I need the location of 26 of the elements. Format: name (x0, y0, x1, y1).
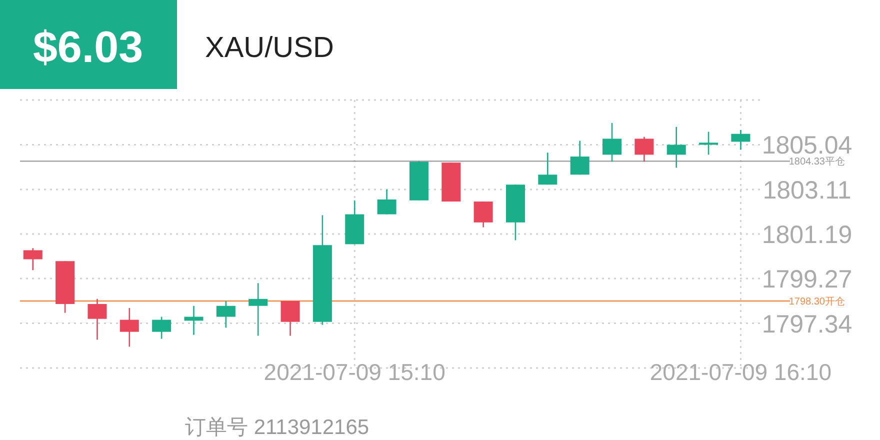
candlestick (377, 188, 396, 215)
y-tick-label: 1797.34 (762, 310, 852, 338)
candlestick (88, 298, 107, 340)
y-tick-label: 1801.19 (762, 221, 852, 249)
candlestick (731, 129, 750, 150)
chart-subtitle: $6.03 (32, 23, 144, 72)
candlestick (634, 136, 654, 162)
chart-title: XAU/USD (205, 32, 334, 64)
candlestick (538, 152, 558, 186)
candlestick (474, 200, 493, 228)
candlestick (23, 247, 42, 271)
candlestick (216, 300, 236, 328)
candlestick (248, 282, 268, 336)
candlestick (602, 122, 622, 162)
x-tick-label: 2021-07-09 15:10 (264, 359, 446, 385)
x-tick-label: 2021-07-09 16:10 (650, 359, 832, 385)
candlestick (280, 300, 300, 336)
text: 订单号 2113912165 (185, 416, 370, 439)
ref-line-label: 1798.30开仓 (788, 296, 845, 308)
y-tick-label: 1803.11 (762, 176, 852, 204)
candlestick (699, 131, 718, 156)
candlestick (120, 307, 139, 348)
y-tick-label: 1799.27 (762, 266, 852, 294)
candlestick (666, 126, 686, 168)
candlestick (152, 316, 172, 340)
candlestick (570, 140, 590, 176)
